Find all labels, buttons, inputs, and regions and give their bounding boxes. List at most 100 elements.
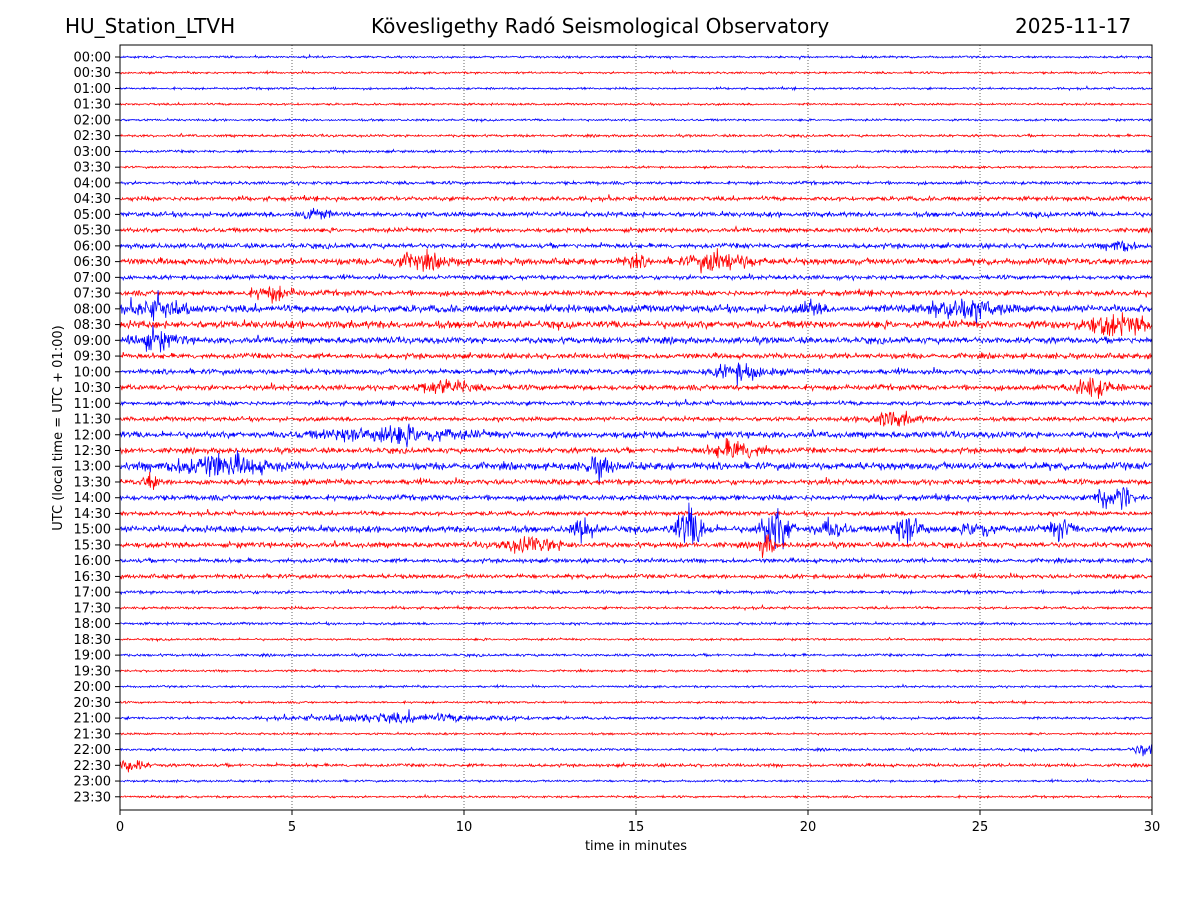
x-tick-label: 0 [116, 820, 124, 835]
y-tick-label: 14:30 [74, 507, 111, 522]
y-tick-label: 17:00 [74, 586, 111, 601]
y-tick-label: 11:30 [74, 413, 111, 428]
x-tick-label: 30 [1144, 820, 1161, 835]
trace-2200 [119, 744, 1153, 757]
trace-0830 [119, 312, 1153, 337]
trace-1700 [119, 588, 1153, 596]
trace-0200 [119, 117, 1153, 123]
y-tick-label: 15:30 [74, 538, 111, 553]
trace-0030 [119, 69, 1153, 76]
trace-0500 [119, 207, 1153, 220]
trace-1200 [119, 423, 1153, 448]
y-tick-label: 04:00 [74, 176, 111, 191]
y-tick-label: 00:00 [74, 51, 111, 66]
y-tick-label: 20:30 [74, 696, 111, 711]
y-tick-label: 08:00 [74, 302, 111, 317]
x-tick-label: 20 [800, 820, 817, 835]
trace-1530 [119, 534, 1152, 559]
y-tick-label: 09:00 [74, 334, 111, 349]
plot-date: 2025-11-17 [1015, 14, 1132, 38]
trace-1130 [119, 410, 1153, 427]
trace-0330 [119, 163, 1153, 170]
y-tick-label: 16:00 [74, 554, 111, 569]
trace-1900 [119, 652, 1153, 659]
y-tick-label: 01:00 [74, 82, 111, 97]
y-tick-label: 13:30 [74, 475, 111, 490]
trace-0900 [119, 325, 1153, 353]
trace-0530 [119, 225, 1153, 235]
y-tick-label: 11:00 [74, 397, 111, 412]
trace-0130 [119, 101, 1153, 107]
x-tick-label: 10 [456, 820, 473, 835]
trace-2000 [119, 683, 1153, 690]
trace-1430 [119, 508, 1153, 518]
y-tick-label: 06:30 [74, 255, 111, 270]
y-tick-label: 10:30 [74, 381, 111, 396]
y-tick-label: 04:30 [74, 192, 111, 207]
y-tick-label: 02:30 [74, 129, 111, 144]
y-tick-label: 17:30 [74, 601, 111, 616]
y-tick-label: 18:00 [74, 617, 111, 632]
y-tick-label: 12:00 [74, 428, 111, 443]
trace-1830 [119, 636, 1153, 643]
trace-2300 [119, 777, 1153, 784]
y-axis-label: UTC (local time = UTC + 01:00) [51, 325, 66, 530]
x-tick-label: 15 [628, 820, 645, 835]
x-axis-label: time in minutes [585, 839, 687, 854]
trace-1930 [119, 668, 1153, 674]
trace-1100 [119, 398, 1153, 408]
y-tick-label: 22:00 [74, 743, 111, 758]
y-tick-label: 19:30 [74, 664, 111, 679]
y-tick-label: 01:30 [74, 98, 111, 113]
x-tick-label: 25 [972, 820, 989, 835]
trace-1300 [119, 450, 1153, 485]
trace-0930 [119, 351, 1153, 361]
y-tick-label: 23:30 [74, 790, 111, 805]
trace-0230 [119, 132, 1153, 139]
y-tick-label: 06:00 [74, 239, 111, 254]
trace-1630 [119, 572, 1153, 581]
y-tick-label: 07:30 [74, 287, 111, 302]
y-tick-label: 09:30 [74, 350, 111, 365]
trace-0600 [119, 240, 1153, 252]
trace-1000 [119, 362, 1153, 387]
y-tick-label: 15:00 [74, 523, 111, 538]
x-tick-label: 5 [288, 820, 296, 835]
y-tick-label: 13:00 [74, 460, 111, 475]
y-tick-label: 21:30 [74, 727, 111, 742]
trace-2100 [119, 709, 1152, 725]
y-tick-label: 03:00 [74, 145, 111, 160]
y-tick-label: 07:00 [74, 271, 111, 286]
trace-0300 [119, 148, 1153, 155]
trace-1600 [119, 556, 1153, 565]
trace-0000 [120, 53, 1153, 61]
trace-0800 [119, 290, 1153, 324]
trace-1030 [120, 377, 1153, 399]
y-tick-label: 22:30 [74, 759, 111, 774]
trace-1730 [119, 603, 1153, 612]
trace-2030 [119, 699, 1153, 706]
trace-1400 [119, 486, 1152, 510]
trace-1500 [119, 502, 1153, 550]
trace-0430 [119, 194, 1153, 203]
y-tick-label: 05:00 [74, 208, 111, 223]
trace-0400 [119, 179, 1153, 187]
trace-0630 [119, 248, 1153, 274]
y-tick-label: 08:30 [74, 318, 111, 333]
y-tick-label: 05:30 [74, 224, 111, 239]
trace-1800 [119, 620, 1153, 627]
y-tick-label: 20:00 [74, 680, 111, 695]
y-tick-label: 16:30 [74, 570, 111, 585]
y-tick-label: 14:00 [74, 491, 111, 506]
y-tick-label: 03:30 [74, 161, 111, 176]
trace-2330 [120, 793, 1153, 800]
station-name: HU_Station_LTVH [65, 14, 236, 38]
trace-2130 [119, 731, 1153, 737]
y-tick-label: 18:30 [74, 633, 111, 648]
y-tick-label: 12:30 [74, 444, 111, 459]
y-tick-label: 19:00 [74, 649, 111, 664]
trace-0100 [119, 85, 1153, 92]
y-tick-label: 10:00 [74, 365, 111, 380]
trace-0700 [119, 273, 1153, 282]
